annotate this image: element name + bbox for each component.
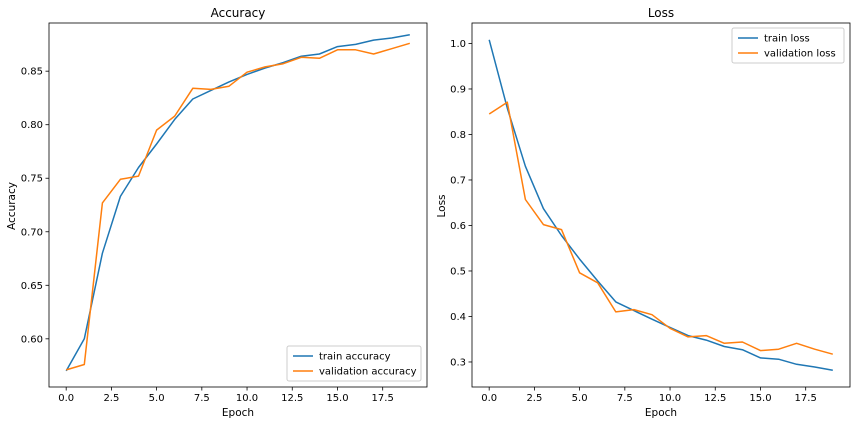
series-line-train-accuracy — [65, 34, 410, 372]
axis-ticks: 0.0 2.5 5.0 7.5 10.0 12.5 15.0 17.5 0.3 0.4 0.5 0.6… — [450, 39, 817, 404]
y-tick-label: 0.5 — [450, 266, 466, 277]
x-tick-label: 7.5 — [617, 393, 633, 404]
y-tick-label: 0.4 — [450, 312, 466, 323]
x-axis-label: Epoch — [645, 407, 677, 419]
x-tick-label: 7.5 — [194, 393, 210, 404]
y-tick-label: 0.9 — [450, 84, 466, 95]
y-tick-label: 0.3 — [450, 357, 466, 368]
x-tick-label: 12.5 — [704, 393, 726, 404]
y-tick-label: 0.80 — [21, 120, 43, 131]
y-tick-label: 0.6 — [450, 221, 466, 232]
chart-title: Loss — [648, 6, 674, 20]
y-tick-label: 0.85 — [21, 67, 43, 78]
legend-box — [286, 345, 422, 382]
plot-frame — [471, 22, 851, 388]
series-line-validation-accuracy — [65, 42, 411, 371]
y-tick-label: 0.65 — [21, 281, 43, 292]
legend: train accuracy validation accuracy — [286, 345, 422, 382]
y-axis-label: Accuracy — [6, 182, 18, 230]
chart-title: Accuracy — [211, 6, 266, 20]
legend-label: validation accuracy — [319, 367, 417, 378]
x-tick-label: 0.0 — [481, 393, 497, 404]
x-tick-label: 17.5 — [795, 393, 817, 404]
x-tick-label: 2.5 — [103, 393, 119, 404]
legend-label: train accuracy — [319, 352, 391, 363]
series-line-validation-loss — [488, 101, 833, 355]
x-tick-label: 0.0 — [58, 393, 74, 404]
plot-frame — [48, 22, 428, 388]
y-tick-label: 0.7 — [450, 175, 466, 186]
x-tick-label: 12.5 — [281, 393, 303, 404]
series-lines — [488, 39, 833, 371]
accuracy-chart: Accuracy Epoch Accuracy 0.0 2.5 5.0 7.5 10.0… — [6, 6, 428, 419]
axis-ticks: 0.0 2.5 5.0 7.5 10.0 12.5 15.0 17.5 0.60 0.65 0.70… — [21, 67, 394, 404]
loss-chart: Loss Epoch Loss 0.0 2.5 5.0 7.5 10.0 12.5 15.0… — [436, 6, 851, 419]
x-tick-label: 15.0 — [749, 393, 771, 404]
series-line-train-loss — [488, 39, 833, 371]
x-tick-label: 10.0 — [236, 393, 258, 404]
series-lines — [65, 34, 411, 372]
x-tick-label: 15.0 — [326, 393, 348, 404]
x-tick-label: 5.0 — [149, 393, 165, 404]
x-tick-label: 17.5 — [372, 393, 394, 404]
x-tick-label: 2.5 — [526, 393, 542, 404]
x-axis-label: Epoch — [222, 407, 254, 419]
legend-label: validation loss — [764, 49, 836, 60]
legend-label: train loss — [764, 34, 810, 45]
legend-box — [731, 27, 845, 64]
x-tick-label: 10.0 — [659, 393, 681, 404]
y-tick-label: 1.0 — [450, 39, 466, 50]
legend: train loss validation loss — [731, 27, 845, 64]
x-tick-label: 5.0 — [572, 393, 588, 404]
y-tick-label: 0.60 — [21, 334, 43, 345]
y-tick-label: 0.8 — [450, 130, 466, 141]
y-tick-label: 0.70 — [21, 227, 43, 238]
y-axis-label: Loss — [436, 194, 448, 217]
y-tick-label: 0.75 — [21, 174, 43, 185]
